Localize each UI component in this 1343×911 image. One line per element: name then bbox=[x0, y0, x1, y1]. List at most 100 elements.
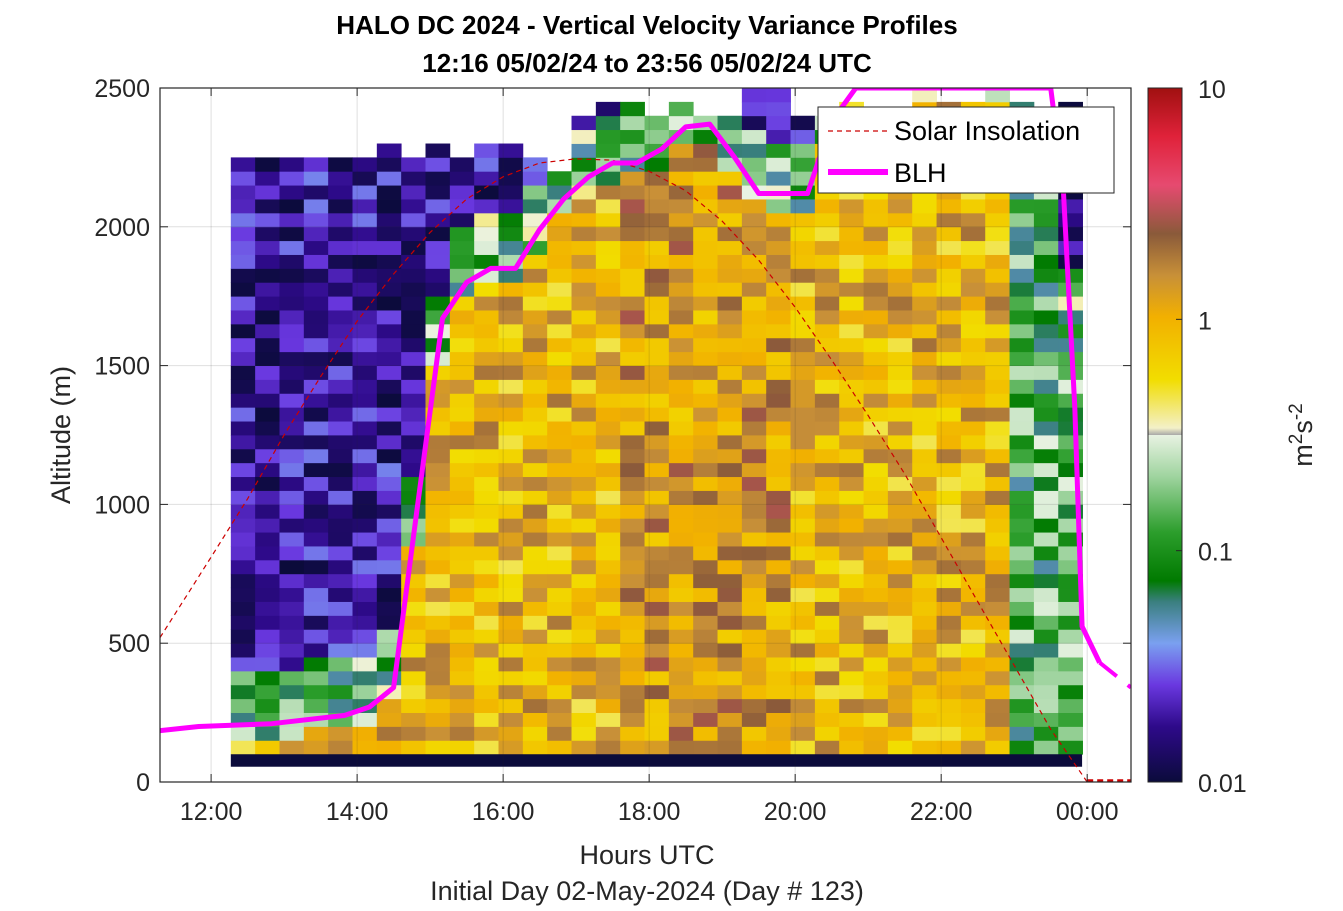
heatmap-cell bbox=[790, 226, 816, 242]
heatmap-cell bbox=[814, 546, 840, 561]
heatmap-cell bbox=[595, 254, 621, 269]
heatmap-cell bbox=[912, 504, 937, 519]
heatmap-cell bbox=[595, 129, 621, 144]
heatmap-cell bbox=[425, 199, 451, 214]
heatmap-cell bbox=[1009, 657, 1035, 672]
heatmap-cell bbox=[620, 407, 645, 422]
heatmap-cell bbox=[790, 740, 816, 755]
heatmap-cell bbox=[863, 268, 889, 283]
heatmap-cell bbox=[401, 421, 426, 436]
heatmap-cell bbox=[328, 323, 353, 339]
heatmap-cell bbox=[766, 698, 791, 713]
heatmap-cell bbox=[1009, 740, 1035, 755]
heatmap-cell bbox=[693, 490, 718, 505]
heatmap-cell bbox=[328, 726, 353, 741]
heatmap-cell bbox=[1033, 490, 1059, 505]
heatmap-cell bbox=[328, 587, 353, 602]
heatmap-cell bbox=[1033, 462, 1059, 478]
heatmap-cell bbox=[790, 504, 816, 519]
heatmap-cell bbox=[571, 490, 597, 505]
heatmap-cell bbox=[474, 657, 499, 672]
heatmap-cell bbox=[571, 296, 597, 311]
heatmap-cell bbox=[839, 310, 864, 325]
heatmap-cell bbox=[303, 448, 329, 464]
heatmap-cell bbox=[474, 587, 499, 602]
heatmap-cell bbox=[863, 226, 889, 242]
heatmap-cell bbox=[401, 379, 426, 394]
heatmap-cell bbox=[571, 684, 597, 700]
heatmap-cell bbox=[303, 629, 329, 644]
heatmap-cell bbox=[449, 740, 475, 755]
heatmap-cell bbox=[522, 657, 548, 672]
heatmap-cell bbox=[693, 393, 718, 408]
heatmap-cell bbox=[328, 629, 353, 644]
heatmap-cell bbox=[960, 351, 986, 366]
heatmap-cell bbox=[425, 254, 451, 269]
heatmap-cell bbox=[912, 88, 937, 103]
heatmap-cell bbox=[693, 351, 718, 366]
heatmap-cell bbox=[401, 698, 426, 713]
heatmap-cell bbox=[498, 323, 524, 339]
heatmap-cell bbox=[498, 601, 524, 616]
heatmap-cell bbox=[255, 226, 280, 242]
heatmap-cell bbox=[668, 504, 694, 519]
heatmap-cell bbox=[498, 337, 524, 353]
heatmap-cell bbox=[1009, 282, 1035, 297]
heatmap-cell bbox=[595, 476, 621, 491]
heatmap-cell bbox=[814, 448, 840, 464]
heatmap-cell bbox=[741, 462, 767, 478]
heatmap-cell bbox=[303, 157, 329, 172]
heatmap-cell bbox=[693, 365, 718, 380]
heatmap-cell bbox=[985, 212, 1010, 228]
heatmap-cell bbox=[449, 559, 475, 575]
heatmap-cell bbox=[912, 310, 937, 325]
heatmap-cell bbox=[960, 310, 986, 325]
heatmap-cell bbox=[376, 351, 402, 366]
heatmap-cell bbox=[303, 490, 329, 505]
heatmap-cell bbox=[620, 282, 645, 297]
heatmap-cell bbox=[717, 615, 743, 630]
heatmap-cell bbox=[474, 643, 499, 658]
heatmap-cell bbox=[863, 379, 889, 394]
heatmap-cell bbox=[328, 476, 353, 491]
heatmap-cell bbox=[498, 351, 524, 366]
heatmap-cell bbox=[863, 518, 889, 533]
heatmap-cell bbox=[328, 684, 353, 700]
heatmap-cell bbox=[571, 532, 597, 547]
heatmap-cell bbox=[644, 546, 670, 561]
heatmap-cell bbox=[693, 643, 718, 658]
heatmap-cell bbox=[814, 379, 840, 394]
heatmap-cell bbox=[279, 323, 305, 339]
heatmap-cell bbox=[595, 712, 621, 727]
heatmap-cell bbox=[620, 379, 645, 394]
heatmap-cell bbox=[547, 740, 572, 755]
heatmap-cell bbox=[814, 296, 840, 311]
y-tick-label: 500 bbox=[108, 630, 150, 658]
heatmap-cell bbox=[912, 629, 937, 644]
heatmap-cell bbox=[255, 726, 280, 741]
heatmap-cell bbox=[620, 226, 645, 242]
heatmap-cell bbox=[401, 615, 426, 630]
x-tick-label: 14:00 bbox=[326, 798, 389, 826]
heatmap-cell bbox=[814, 282, 840, 297]
heatmap-cell bbox=[230, 559, 256, 575]
heatmap-cell bbox=[790, 684, 816, 700]
heatmap-cell bbox=[255, 448, 280, 464]
heatmap-cell bbox=[352, 712, 378, 727]
heatmap-cell bbox=[303, 323, 329, 339]
heatmap-cell bbox=[474, 240, 499, 255]
heatmap-cell bbox=[279, 337, 305, 353]
heatmap-cell bbox=[1009, 435, 1035, 450]
heatmap-cell bbox=[595, 143, 621, 158]
heatmap-cell bbox=[474, 518, 499, 533]
heatmap-cell bbox=[839, 337, 864, 353]
heatmap-cell bbox=[230, 615, 256, 630]
heatmap-cell bbox=[255, 684, 280, 700]
heatmap-cell bbox=[668, 226, 694, 242]
heatmap-cell bbox=[595, 407, 621, 422]
heatmap-cell bbox=[474, 143, 499, 158]
heatmap-cell bbox=[595, 546, 621, 561]
heatmap-cell bbox=[376, 240, 402, 255]
heatmap-cell bbox=[912, 240, 937, 255]
heatmap-cell bbox=[449, 726, 475, 741]
